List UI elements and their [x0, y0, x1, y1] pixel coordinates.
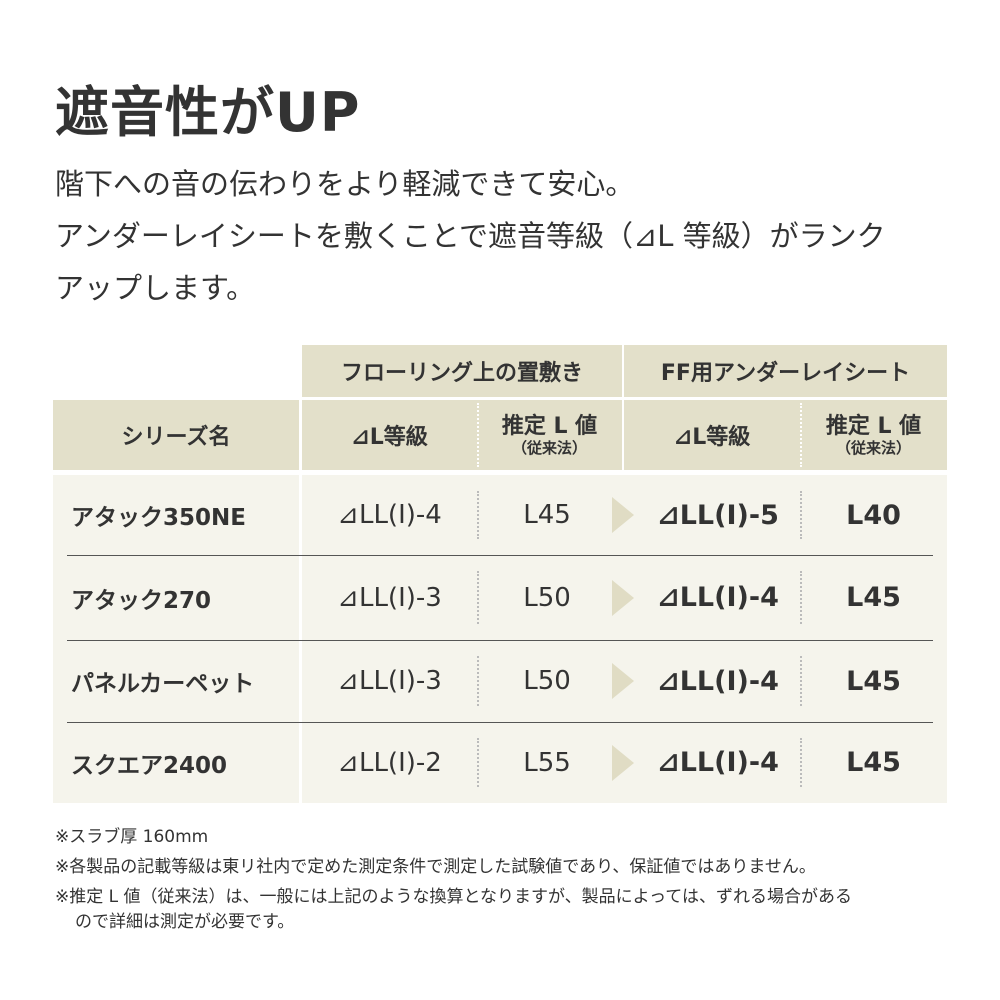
group-header-flooring: フローリング上の置敷き — [302, 345, 622, 397]
lvalue-ff: L45 — [846, 582, 901, 613]
series-name: アタック350NE — [71, 505, 246, 531]
header-lvalue-sub: （従来法） — [835, 439, 911, 457]
lvalue-flooring: L45 — [523, 500, 571, 530]
header-lvalue-sub: （従来法） — [511, 439, 587, 457]
lead-line: アップします。 — [55, 271, 256, 305]
header-grade-1: ⊿L等級 — [302, 400, 477, 470]
footnotes: ※スラブ厚 160mm ※各製品の記載等級は東リ社内で定めた測定条件で測定した試… — [55, 822, 852, 932]
lvalue-ff: L40 — [846, 499, 901, 531]
grade-flooring: ⊿LL(I)-4 — [337, 500, 442, 530]
lvalue-flooring: L55 — [523, 747, 571, 778]
grade-ff: ⊿LL(I)-4 — [657, 582, 779, 613]
footnote: ※推定 L 値（従来法）は、一般には上記のような換算となりますが、製品によっては… — [55, 887, 852, 907]
footnote: ので詳細は測定が必要です。 — [75, 912, 295, 932]
series-name: パネルカーペット — [71, 671, 255, 697]
comparison-table: フローリング上の置敷き FF用アンダーレイシート シリーズ名 ⊿L等級 推定 L… — [53, 345, 947, 803]
footnote: ※スラブ厚 160mm — [55, 827, 209, 847]
grade-flooring: ⊿LL(I)-3 — [337, 582, 442, 613]
page-title: 遮音性がUP — [55, 81, 361, 144]
lead-text: 階下への音の伝わりをより軽減できて安心。 アンダーレイシートを敷くことで遮音等級… — [55, 158, 955, 314]
body-bg-name — [53, 475, 299, 803]
header-lvalue-2: 推定 L 値（従来法） — [800, 400, 947, 470]
grade-ff: ⊿LL(I)-5 — [657, 499, 779, 531]
footnote: ※各製品の記載等級は東リ社内で定めた測定条件で測定した試験値であり、保証値ではあ… — [55, 857, 816, 877]
lvalue-flooring: L50 — [523, 666, 571, 696]
header-lvalue-1: 推定 L 値（従来法） — [477, 400, 622, 470]
row-divider — [67, 722, 933, 723]
lvalue-ff: L45 — [846, 747, 901, 778]
header-lvalue-label: 推定 L 値 — [501, 414, 598, 439]
lead-line: 階下への音の伝わりをより軽減できて安心。 — [55, 167, 635, 201]
series-name: アタック270 — [71, 587, 212, 614]
grade-flooring: ⊿LL(I)-3 — [337, 666, 442, 696]
grade-ff: ⊿LL(I)-4 — [657, 665, 779, 697]
lead-line: アンダーレイシートを敷くことで遮音等級（⊿L 等級）がランク — [55, 219, 886, 253]
row-divider — [67, 640, 933, 641]
arrow-right-icon — [612, 663, 634, 699]
header-grade-2: ⊿L等級 — [624, 400, 800, 470]
arrow-right-icon — [612, 579, 634, 616]
header-series-name: シリーズ名 — [53, 400, 299, 470]
header-lvalue-label: 推定 L 値 — [825, 414, 922, 439]
series-name: スクエア2400 — [71, 752, 228, 779]
grade-ff: ⊿LL(I)-4 — [657, 747, 779, 778]
lvalue-flooring: L50 — [523, 582, 571, 613]
group-header-ff: FF用アンダーレイシート — [624, 345, 947, 397]
arrow-right-icon — [612, 497, 634, 533]
row-divider — [67, 555, 933, 556]
arrow-right-icon — [612, 744, 634, 781]
lvalue-ff: L45 — [846, 665, 901, 697]
grade-flooring: ⊿LL(I)-2 — [337, 747, 442, 778]
